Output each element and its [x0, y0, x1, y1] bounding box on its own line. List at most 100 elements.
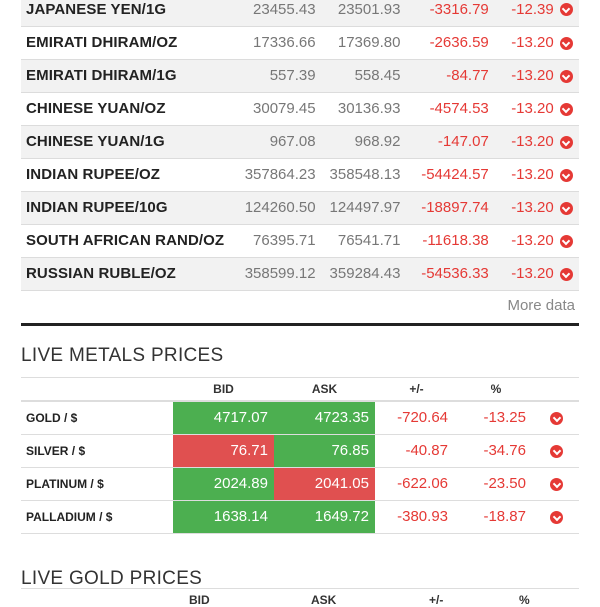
change-value: -4574.53 [429, 100, 489, 117]
trend-cell [534, 467, 579, 500]
bid-value: 1638.14 [173, 500, 274, 533]
currency-prices-table: JAPANESE YEN/1G 23455.43 23501.93 -3316.… [21, 0, 579, 321]
ask-value: 359284.43 [329, 265, 401, 282]
change-value: -2636.59 [429, 34, 489, 51]
ask-value: 4723.35 [274, 401, 375, 434]
trend-cell [554, 59, 579, 92]
chevron-down-circle-icon [559, 267, 573, 281]
change-value: -380.93 [397, 508, 448, 525]
percent-value: -13.20 [511, 100, 554, 117]
ask-value: 968.92 [354, 133, 401, 150]
chevron-down-circle-icon [559, 168, 573, 182]
table-row[interactable]: GOLD / $ 4717.07 4723.35 -720.64 -13.25 [21, 401, 579, 434]
icon-column-header [534, 377, 579, 401]
percent-value: -13.25 [483, 409, 526, 427]
table-row[interactable]: SILVER / $ 76.71 76.85 -40.87 -34.76 [21, 434, 579, 467]
table-row[interactable]: EMIRATI DHIRAM/OZ 17336.66 17369.80 -263… [21, 26, 579, 59]
table-row[interactable]: CHINESE YUAN/OZ 30079.45 30136.93 -4574.… [21, 92, 579, 125]
change-value: -622.06 [397, 475, 448, 492]
gold-section-title: LIVE GOLD PRICES [21, 567, 203, 589]
currency-name: CHINESE YUAN/1G [26, 133, 165, 150]
currency-name: INDIAN RUPEE/OZ [26, 166, 161, 183]
percent-value: -23.50 [483, 475, 526, 492]
chevron-down-circle-icon [559, 69, 573, 83]
chevron-down-circle-icon [550, 477, 563, 491]
table-row[interactable]: SOUTH AFRICAN RAND/OZ 76395.71 76541.71 … [21, 224, 579, 257]
percent-value: -13.20 [511, 199, 554, 216]
chevron-down-circle-icon [559, 3, 573, 17]
ask-value: 124497.97 [329, 199, 401, 216]
section-divider [21, 322, 579, 326]
chevron-down-circle-icon [559, 135, 573, 149]
bid-value: 17336.66 [253, 34, 316, 51]
table-row[interactable]: PALLADIUM / $ 1638.14 1649.72 -380.93 -1… [21, 500, 579, 533]
table-row[interactable]: CHINESE YUAN/1G 967.08 968.92 -147.07 -1… [21, 125, 579, 158]
bid-value: 967.08 [269, 133, 316, 150]
percent-value: -12.39 [511, 0, 554, 18]
currency-name: EMIRATI DHIRAM/1G [26, 67, 177, 84]
chevron-down-circle-icon [559, 201, 573, 215]
ask-column-header: ASK [311, 381, 338, 396]
ask-value: 2041.05 [274, 467, 375, 500]
ask-value: 1649.72 [274, 500, 375, 533]
bid-column-header: BID [189, 593, 210, 607]
table-row[interactable]: RUSSIAN RUBLE/OZ 358599.12 359284.43 -54… [21, 257, 579, 290]
metals-section-title: LIVE METALS PRICES [21, 344, 224, 366]
bid-value: 358599.12 [244, 265, 316, 282]
table-header-row: BID ASK +/- % [21, 377, 579, 401]
change-value: -54536.33 [421, 265, 489, 282]
trend-cell [554, 158, 579, 191]
table-row[interactable]: INDIAN RUPEE/OZ 357864.23 358548.13 -544… [21, 158, 579, 191]
trend-cell [554, 224, 579, 257]
change-value: -54424.57 [421, 166, 489, 183]
ask-column-header: ASK [311, 593, 337, 607]
percent-value: -13.20 [511, 265, 554, 282]
bid-column-header: BID [213, 381, 234, 396]
currency-name: EMIRATI DHIRAM/OZ [26, 34, 178, 51]
trend-cell [554, 257, 579, 290]
bid-value: 76395.71 [253, 232, 316, 249]
percent-column-header: % [519, 593, 530, 607]
ask-value: 76.85 [274, 434, 375, 467]
percent-value: -13.20 [511, 166, 554, 183]
metal-name: PLATINUM / $ [26, 476, 104, 491]
currency-name: JAPANESE YEN/1G [26, 0, 167, 18]
trend-cell [554, 92, 579, 125]
change-value: -3316.79 [429, 0, 489, 18]
change-value: -40.87 [405, 442, 448, 459]
bid-value: 76.71 [173, 434, 274, 467]
bid-value: 557.39 [269, 67, 316, 84]
trend-cell [534, 434, 579, 467]
bid-value: 4717.07 [173, 401, 274, 434]
ask-value: 17369.80 [337, 34, 401, 51]
trend-cell [534, 401, 579, 434]
chevron-down-circle-icon [550, 510, 563, 524]
change-column-header: +/- [409, 381, 424, 396]
chevron-down-circle-icon [559, 102, 573, 116]
change-value: -147.07 [437, 133, 489, 150]
trend-cell [554, 191, 579, 224]
more-data-link[interactable]: More data [507, 296, 575, 314]
page-content: JAPANESE YEN/1G 23455.43 23501.93 -3316.… [21, 0, 579, 590]
percent-column-header: % [490, 381, 502, 396]
currency-name: INDIAN RUPEE/10G [26, 199, 168, 216]
percent-value: -13.20 [511, 133, 554, 150]
percent-value: -13.20 [511, 232, 554, 249]
ask-value: 76541.71 [337, 232, 401, 249]
more-data-row: More data [21, 290, 579, 321]
ask-value: 358548.13 [329, 166, 401, 183]
chevron-down-circle-icon [550, 444, 563, 458]
table-row[interactable]: EMIRATI DHIRAM/1G 557.39 558.45 -84.77 -… [21, 59, 579, 92]
percent-value: -34.76 [483, 442, 526, 459]
table-row[interactable]: PLATINUM / $ 2024.89 2041.05 -622.06 -23… [21, 467, 579, 500]
name-column-header [21, 377, 173, 401]
ask-value: 23501.93 [337, 0, 401, 18]
table-row[interactable]: INDIAN RUPEE/10G 124260.50 124497.97 -18… [21, 191, 579, 224]
trend-cell [554, 0, 579, 26]
currency-name: CHINESE YUAN/OZ [26, 100, 166, 117]
table-row[interactable]: JAPANESE YEN/1G 23455.43 23501.93 -3316.… [21, 0, 579, 26]
bid-value: 124260.50 [244, 199, 316, 216]
bid-value: 2024.89 [173, 467, 274, 500]
trend-cell [534, 500, 579, 533]
chevron-down-circle-icon [559, 234, 573, 248]
